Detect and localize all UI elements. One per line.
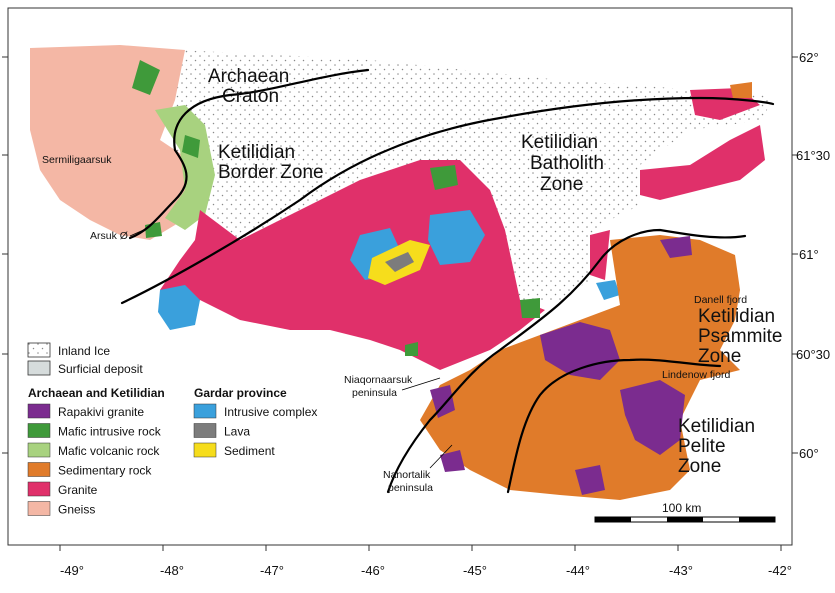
sedimentary-area-northeast (730, 82, 752, 98)
legend-archaean-label-5: Gneiss (58, 503, 95, 517)
niaqornaarsuk-leader-line (401, 377, 441, 391)
legend-gardar-label-0: Intrusive complex (224, 405, 317, 419)
lat-label-61: 61° (799, 247, 819, 262)
legend-gardar-swatch-0 (193, 403, 217, 419)
zone-label-ketilidian-psammite: Ketilidian Psammite Zone (698, 306, 788, 367)
lon-label-46: -46° (361, 563, 385, 578)
legend-archaean-label-0: Rapakivi granite (58, 405, 144, 419)
legend-gardar-label-2: Sediment (224, 444, 275, 458)
legend-archaean-label-4: Granite (58, 483, 98, 497)
pelite-boundary-line (506, 358, 722, 494)
lon-label-47: -47° (260, 563, 284, 578)
intrusive-complex-west (158, 285, 200, 330)
granite-area-east (590, 125, 765, 280)
place-label-nanortalik: Nanortalik peninsula (383, 469, 433, 494)
place-label-niaqornaarsuk: Niaqornaarsuk peninsula (344, 374, 415, 399)
intrusive-complex-east (596, 280, 620, 300)
legend-label-surficial: Surficial deposit (58, 362, 143, 376)
gneiss-area (30, 45, 195, 240)
place-label-danell-fjord: Danell fjord (694, 294, 747, 306)
place-label-arsuk: Arsuk Ø (90, 230, 128, 242)
legend-gardar-items: Intrusive complex Lava Sediment (193, 403, 317, 458)
legend-archaean-swatch-3 (27, 462, 51, 477)
place-label-sermiligaarsuk: Sermiligaarsuk (42, 154, 112, 166)
lon-label-43: -43° (669, 563, 693, 578)
place-label-lindenow-fjord: Lindenow fjord (662, 369, 730, 381)
legend-heading-archaean: Archaean and Ketilidian (28, 386, 165, 400)
legend-gardar-swatch-2 (193, 442, 217, 458)
arsuk-leader-line (129, 227, 149, 237)
legend-gardar-label-1: Lava (224, 425, 250, 439)
mafic-intrusive-area-west (132, 60, 200, 238)
scale-bar-label: 100 km (662, 501, 701, 515)
legend-archaean-label-3: Sedimentary rock (58, 464, 152, 478)
zone-label-ketilidian-batholith: Ketilidian Batholith Zone (521, 132, 609, 195)
lon-label-42: -42° (768, 563, 792, 578)
legend-archaean-label-1: Mafic intrusive rock (58, 425, 162, 439)
gardar-lava-area (385, 252, 414, 272)
granite-area (160, 160, 545, 370)
legend-archaean-label-2: Mafic volcanic rock (58, 444, 160, 458)
lat-label-61-30: 61°30 (796, 148, 830, 163)
border-zone-boundary-line (120, 96, 775, 305)
rapakivi-granite-area (430, 236, 692, 495)
legend-archaean-swatch-2 (27, 442, 51, 458)
legend-archaean-swatch-4 (27, 481, 51, 497)
lon-label-45: -45° (463, 563, 487, 578)
legend-archaean-items: Rapakivi granite Mafic intrusive rock Mafi… (27, 403, 162, 517)
lon-label-49: -49° (60, 563, 84, 578)
craton-boundary-line (173, 68, 370, 152)
legend-swatch-surficial (27, 360, 51, 376)
longitude-ticks (59, 545, 782, 551)
map-legend: Inland Ice Surficial deposit Archaean an… (27, 342, 317, 517)
longitude-labels: -49° -48° -47° -46° -45° -44° -43° -42° (60, 563, 792, 578)
latitude-ticks (2, 56, 798, 454)
zone-boundaries (120, 68, 775, 494)
zone-label-ketilidian-border: Ketilidian Border Zone (218, 142, 324, 183)
psammite-boundary-line (428, 228, 747, 422)
zone-label-ketilidian-pelite: Ketilidian Pelite Zone (678, 416, 760, 477)
lat-label-60-30: 60°30 (796, 347, 830, 362)
legend-archaean-swatch-5 (27, 501, 51, 516)
legend-archaean-swatch-1 (27, 423, 51, 438)
pelite-lower-line (386, 418, 432, 494)
legend-archaean-swatch-0 (27, 403, 51, 419)
legend-swatch-inland-ice (27, 342, 51, 358)
lon-label-44: -44° (566, 563, 590, 578)
legend-heading-gardar: Gardar province (194, 386, 287, 400)
lat-label-60: 60° (799, 446, 819, 461)
lon-label-48: -48° (160, 563, 184, 578)
legend-label-inland-ice: Inland Ice (58, 344, 110, 358)
legend-gardar-swatch-1 (193, 423, 217, 438)
lat-label-62: 62° (799, 50, 819, 65)
latitude-labels: 62° 61°30 61° 60°30 60° (796, 50, 830, 461)
nanortalik-leader-line (429, 444, 453, 469)
scale-bar: 100 km (594, 501, 776, 523)
zone-label-archaean-craton: Archaean Craton (208, 66, 295, 107)
